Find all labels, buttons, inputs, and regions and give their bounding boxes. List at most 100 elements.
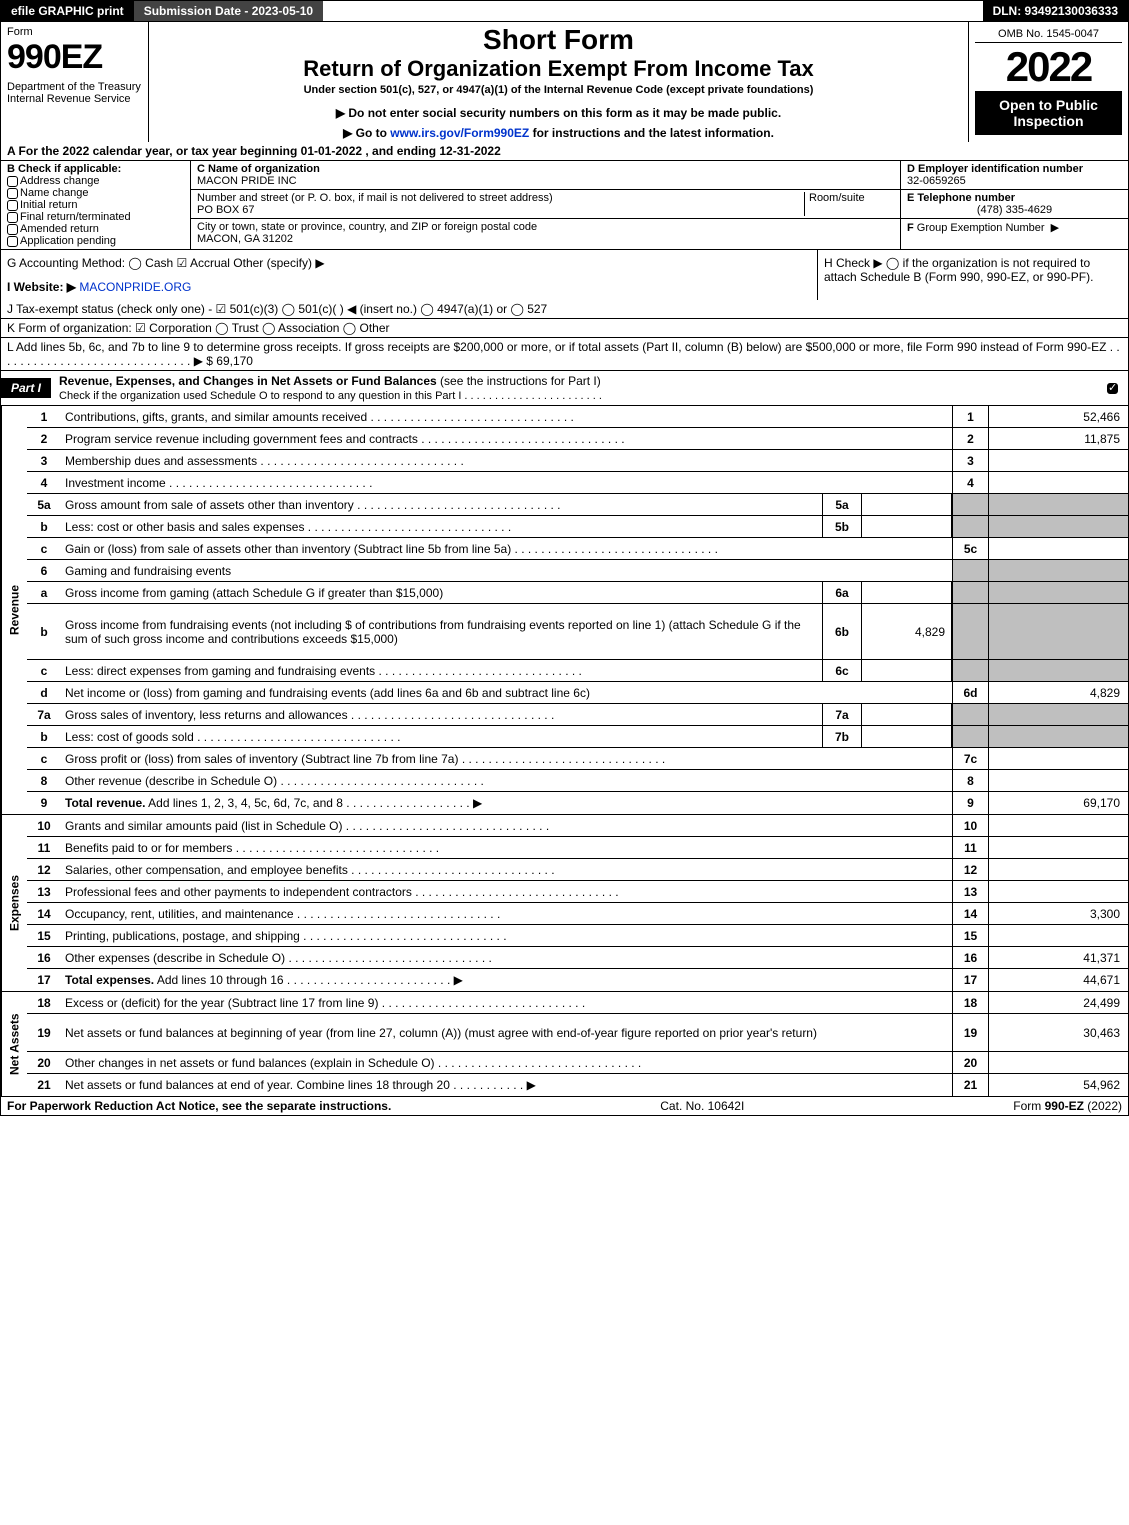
instruction-line-1: ▶ Do not enter social security numbers o… (155, 106, 962, 120)
chk-initial-return[interactable] (7, 200, 18, 211)
desc-13: Professional fees and other payments to … (61, 883, 952, 901)
ln-6d: d (27, 684, 61, 702)
subval-6b: 4,829 (862, 604, 952, 659)
num-13: 13 (952, 881, 988, 902)
desc-8: Other revenue (describe in Schedule O) (61, 772, 952, 790)
ln-6b: b (27, 623, 61, 641)
org-city: MACON, GA 31202 (197, 233, 894, 245)
num-21: 21 (952, 1074, 988, 1096)
num-6d: 6d (952, 682, 988, 703)
section-def: D Employer identification number 32-0659… (900, 161, 1128, 249)
val-11 (988, 837, 1128, 858)
num-18: 18 (952, 992, 988, 1013)
val-4 (988, 472, 1128, 493)
net-assets-side-label: Net Assets (1, 992, 27, 1096)
ln-1: 1 (27, 408, 61, 426)
val-21: 54,962 (988, 1074, 1128, 1096)
telephone-value: (478) 335-4629 (907, 204, 1122, 216)
val-15 (988, 925, 1128, 946)
part-1-header: Part I Revenue, Expenses, and Changes in… (0, 371, 1129, 406)
ln-7c: c (27, 750, 61, 768)
schedule-o-check[interactable] (1107, 383, 1118, 394)
chk-final-return[interactable] (7, 212, 18, 223)
val-7c (988, 748, 1128, 769)
desc-7a: Gross sales of inventory, less returns a… (61, 706, 822, 724)
dln: DLN: 93492130036333 (983, 1, 1128, 21)
form-label: Form (7, 26, 142, 38)
part-1-title: Revenue, Expenses, and Changes in Net As… (51, 371, 610, 405)
section-a-tax-year: A For the 2022 calendar year, or tax yea… (0, 142, 1129, 161)
val-16: 41,371 (988, 947, 1128, 968)
c-city-label: City or town, state or province, country… (197, 221, 894, 233)
val-1: 52,466 (988, 406, 1128, 427)
chk-amended-return[interactable] (7, 224, 18, 235)
ln-14: 14 (27, 905, 61, 923)
efile-print-button[interactable]: efile GRAPHIC print (1, 1, 134, 21)
sub-7b: 7b (822, 726, 862, 747)
num-5b-grey (952, 516, 988, 537)
revenue-section: Revenue 1Contributions, gifts, grants, a… (0, 406, 1129, 815)
val-20 (988, 1052, 1128, 1073)
section-gh: G Accounting Method: ◯ Cash ☑ Accrual Ot… (0, 250, 1129, 300)
num-6-grey (952, 560, 988, 581)
val-2: 11,875 (988, 428, 1128, 449)
spacer (323, 1, 982, 21)
num-5c: 5c (952, 538, 988, 559)
ln-18: 18 (27, 994, 61, 1012)
form-header: Form 990EZ Department of the Treasury In… (0, 22, 1129, 142)
num-6b-grey (952, 604, 988, 659)
ln-5b: b (27, 518, 61, 536)
chk-address-change[interactable] (7, 176, 18, 187)
val-17: 44,671 (988, 969, 1128, 991)
ln-12: 12 (27, 861, 61, 879)
val-6b-grey (988, 604, 1128, 659)
revenue-side-label: Revenue (1, 406, 27, 814)
desc-21: Net assets or fund balances at end of ye… (61, 1076, 952, 1094)
ln-19: 19 (27, 1024, 61, 1042)
chk-application-pending[interactable] (7, 236, 18, 247)
desc-20: Other changes in net assets or fund bala… (61, 1054, 952, 1072)
ln-7a: 7a (27, 706, 61, 724)
under-section: Under section 501(c), 527, or 4947(a)(1)… (155, 84, 962, 96)
desc-11: Benefits paid to or for members (61, 839, 952, 857)
ln-6a: a (27, 584, 61, 602)
opt-application-pending: Application pending (20, 235, 116, 247)
section-bcdef: B Check if applicable: Address change Na… (0, 161, 1129, 250)
subval-6a (862, 582, 952, 603)
ln-5c: c (27, 540, 61, 558)
k-form-org: K Form of organization: ☑ Corporation ◯ … (0, 319, 1129, 338)
footer-right: Form 990-EZ (2022) (1013, 1099, 1122, 1113)
num-1: 1 (952, 406, 988, 427)
c-name-label: C Name of organization (197, 163, 894, 175)
num-16: 16 (952, 947, 988, 968)
num-12: 12 (952, 859, 988, 880)
open-to-public: Open to Public Inspection (975, 91, 1122, 135)
ln-10: 10 (27, 817, 61, 835)
part-1-label: Part I (1, 378, 51, 398)
org-name: MACON PRIDE INC (197, 175, 894, 187)
subval-7a (862, 704, 952, 725)
opt-initial-return: Initial return (20, 199, 77, 211)
val-6a-grey (988, 582, 1128, 603)
desc-6: Gaming and fundraising events (61, 562, 952, 580)
footer-mid: Cat. No. 10642I (660, 1099, 744, 1113)
num-2: 2 (952, 428, 988, 449)
website-link[interactable]: MACONPRIDE.ORG (79, 280, 191, 294)
instruction-line-2: ▶ Go to www.irs.gov/Form990EZ for instru… (155, 126, 962, 140)
num-6a-grey (952, 582, 988, 603)
desc-1: Contributions, gifts, grants, and simila… (61, 408, 952, 426)
num-15: 15 (952, 925, 988, 946)
ln-13: 13 (27, 883, 61, 901)
section-a-text: A For the 2022 calendar year, or tax yea… (7, 144, 501, 158)
chk-name-change[interactable] (7, 188, 18, 199)
expenses-section: Expenses 10Grants and similar amounts pa… (0, 815, 1129, 992)
subval-7b (862, 726, 952, 747)
expenses-side-label: Expenses (1, 815, 27, 991)
val-6-grey (988, 560, 1128, 581)
net-assets-section: Net Assets 18Excess or (deficit) for the… (0, 992, 1129, 1097)
desc-6d: Net income or (loss) from gaming and fun… (61, 684, 952, 702)
irs-link[interactable]: www.irs.gov/Form990EZ (390, 126, 529, 140)
tax-year: 2022 (975, 43, 1122, 91)
section-b: B Check if applicable: Address change Na… (1, 161, 191, 249)
val-12 (988, 859, 1128, 880)
